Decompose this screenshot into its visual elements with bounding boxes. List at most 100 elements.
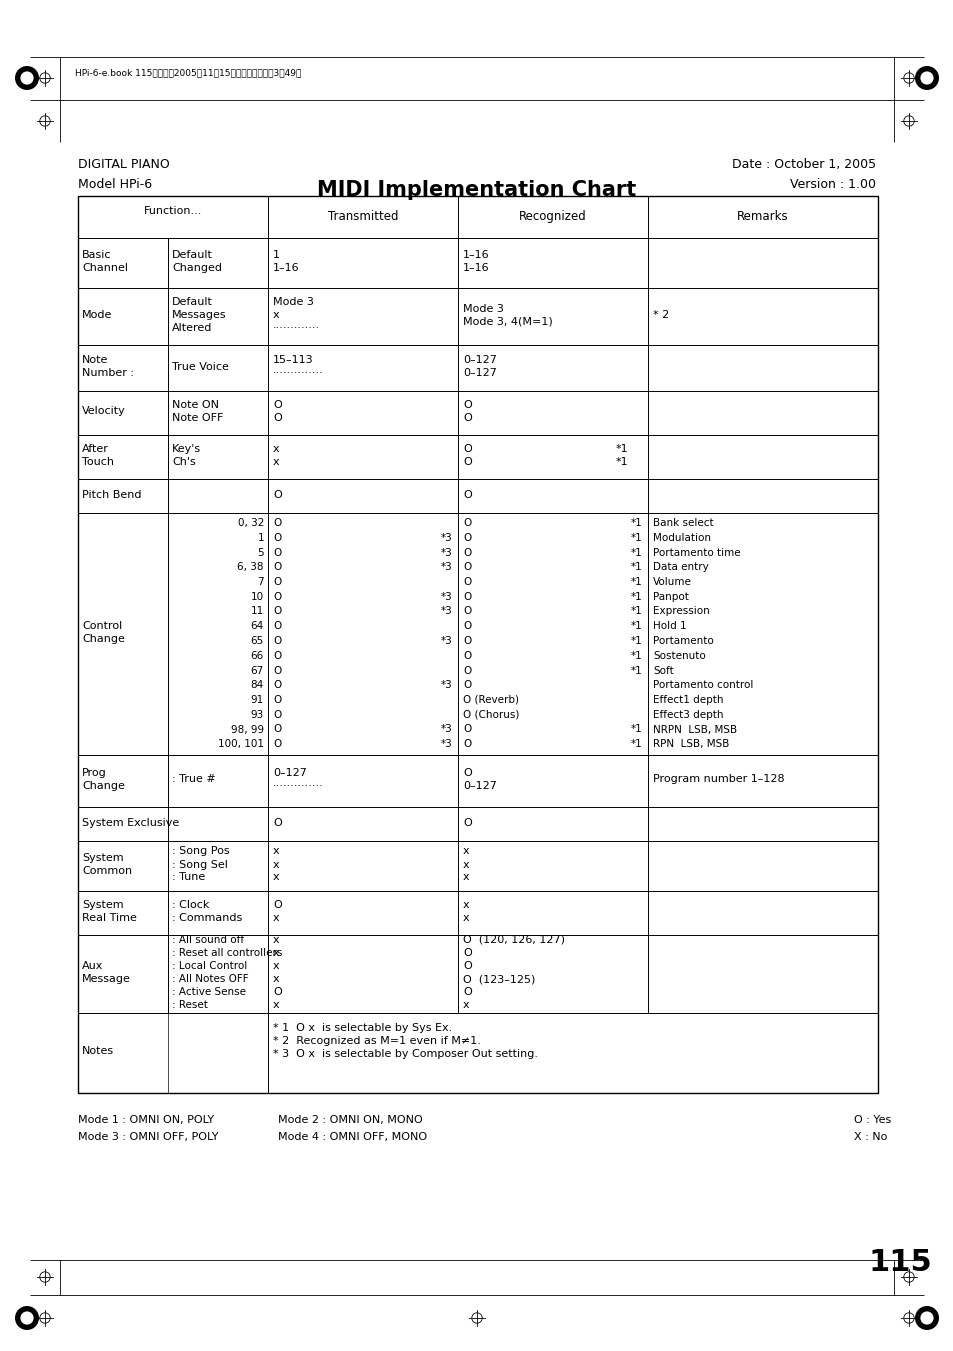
Text: O: O xyxy=(462,739,471,750)
Text: O: O xyxy=(273,577,281,586)
Circle shape xyxy=(20,72,33,85)
Text: *3: *3 xyxy=(441,592,453,601)
Text: O: O xyxy=(462,621,471,631)
Text: 84: 84 xyxy=(251,681,264,690)
Text: *1: *1 xyxy=(631,666,642,676)
Text: Notes: Notes xyxy=(82,1047,114,1056)
Text: System: System xyxy=(82,900,124,911)
Text: x: x xyxy=(462,859,469,870)
Text: Recognized: Recognized xyxy=(518,209,586,223)
Text: x: x xyxy=(462,1000,469,1011)
Text: 93: 93 xyxy=(251,709,264,720)
Text: Bank select: Bank select xyxy=(652,517,713,528)
Text: * 2  Recognized as M=1 even if M≠1.: * 2 Recognized as M=1 even if M≠1. xyxy=(273,1036,480,1046)
Text: Expression: Expression xyxy=(652,607,709,616)
Circle shape xyxy=(914,66,938,91)
Text: *1: *1 xyxy=(631,724,642,735)
Text: 11: 11 xyxy=(251,607,264,616)
Text: * 2: * 2 xyxy=(652,309,669,320)
Text: 100, 101: 100, 101 xyxy=(218,739,264,750)
Circle shape xyxy=(20,1312,33,1324)
Text: Sostenuto: Sostenuto xyxy=(652,651,705,661)
Text: Effect1 depth: Effect1 depth xyxy=(652,694,722,705)
Text: * 3  O x  is selectable by Composer Out setting.: * 3 O x is selectable by Composer Out se… xyxy=(273,1048,537,1059)
Text: *1: *1 xyxy=(615,457,627,467)
Text: RPN  LSB, MSB: RPN LSB, MSB xyxy=(652,739,729,750)
Text: Number :: Number : xyxy=(82,367,133,378)
Text: Mode 2 : OMNI ON, MONO: Mode 2 : OMNI ON, MONO xyxy=(277,1115,422,1125)
Text: HPi-6-e.book 115ページ　2005年11月15日　火曜日　午後3時49分: HPi-6-e.book 115ページ 2005年11月15日 火曜日 午後3時… xyxy=(75,69,301,77)
Text: 0, 32: 0, 32 xyxy=(237,517,264,528)
Text: Mode 3: Mode 3 xyxy=(462,304,503,313)
Text: : Clock: : Clock xyxy=(172,900,209,911)
Text: *3: *3 xyxy=(441,562,453,573)
Text: Remarks: Remarks xyxy=(737,209,788,223)
Text: * 1  O x  is selectable by Sys Ex.: * 1 O x is selectable by Sys Ex. xyxy=(273,1023,452,1034)
Text: O: O xyxy=(462,636,471,646)
Text: Change: Change xyxy=(82,634,125,644)
Text: O: O xyxy=(273,681,281,690)
Text: O: O xyxy=(273,988,281,997)
Text: O: O xyxy=(462,988,471,997)
Text: O: O xyxy=(273,900,281,911)
Text: Message: Message xyxy=(82,974,131,984)
Circle shape xyxy=(15,66,39,91)
Text: Key's: Key's xyxy=(172,444,201,454)
Text: O: O xyxy=(273,739,281,750)
Text: Prog: Prog xyxy=(82,767,107,778)
Text: 98, 99: 98, 99 xyxy=(231,724,264,735)
Text: O : Yes: O : Yes xyxy=(853,1115,890,1125)
Text: x: x xyxy=(273,935,279,944)
Text: O: O xyxy=(462,562,471,573)
Text: O: O xyxy=(273,592,281,601)
Text: O: O xyxy=(462,651,471,661)
Text: Panpot: Panpot xyxy=(652,592,688,601)
Text: : Song Sel: : Song Sel xyxy=(172,859,228,870)
Text: x: x xyxy=(273,847,279,857)
Text: Touch: Touch xyxy=(82,457,113,467)
Text: O: O xyxy=(462,948,471,958)
Text: O: O xyxy=(273,666,281,676)
Text: ··············: ·············· xyxy=(273,367,323,378)
Text: : True #: : True # xyxy=(172,774,215,785)
Text: x: x xyxy=(273,859,279,870)
Text: Default: Default xyxy=(172,250,213,259)
Text: X : No: X : No xyxy=(853,1132,886,1142)
Text: Mode 1 : OMNI ON, POLY: Mode 1 : OMNI ON, POLY xyxy=(78,1115,213,1125)
Text: *1: *1 xyxy=(631,562,642,573)
Text: Note: Note xyxy=(82,355,109,365)
Text: Aux: Aux xyxy=(82,961,103,971)
Text: O (Chorus): O (Chorus) xyxy=(462,709,518,720)
Text: Common: Common xyxy=(82,866,132,875)
Text: O  (120, 126, 127): O (120, 126, 127) xyxy=(462,935,564,944)
Text: Real Time: Real Time xyxy=(82,913,136,923)
Text: True Voice: True Voice xyxy=(172,362,229,372)
Text: 10: 10 xyxy=(251,592,264,601)
Circle shape xyxy=(15,1306,39,1329)
Text: Version : 1.00: Version : 1.00 xyxy=(789,178,875,190)
Text: x: x xyxy=(462,873,469,882)
Text: 66: 66 xyxy=(251,651,264,661)
Text: Volume: Volume xyxy=(652,577,691,586)
Text: Portamento time: Portamento time xyxy=(652,547,740,558)
Text: *3: *3 xyxy=(441,681,453,690)
Text: O: O xyxy=(273,489,281,500)
Circle shape xyxy=(920,72,933,85)
Text: 67: 67 xyxy=(251,666,264,676)
Text: *1: *1 xyxy=(631,517,642,528)
Text: DIGITAL PIANO: DIGITAL PIANO xyxy=(78,158,170,172)
Text: 1–16: 1–16 xyxy=(462,250,489,259)
Text: x: x xyxy=(273,1000,279,1011)
Text: Soft: Soft xyxy=(652,666,673,676)
Text: 0–127: 0–127 xyxy=(273,767,307,778)
Text: Modulation: Modulation xyxy=(652,532,710,543)
Text: O: O xyxy=(273,636,281,646)
Text: O: O xyxy=(462,413,471,423)
Text: O: O xyxy=(462,547,471,558)
Text: 0–127: 0–127 xyxy=(462,781,497,790)
Text: Transmitted: Transmitted xyxy=(328,209,397,223)
Text: O: O xyxy=(273,400,281,409)
Text: : All Notes OFF: : All Notes OFF xyxy=(172,974,249,984)
Text: *1: *1 xyxy=(631,651,642,661)
Text: O: O xyxy=(462,532,471,543)
